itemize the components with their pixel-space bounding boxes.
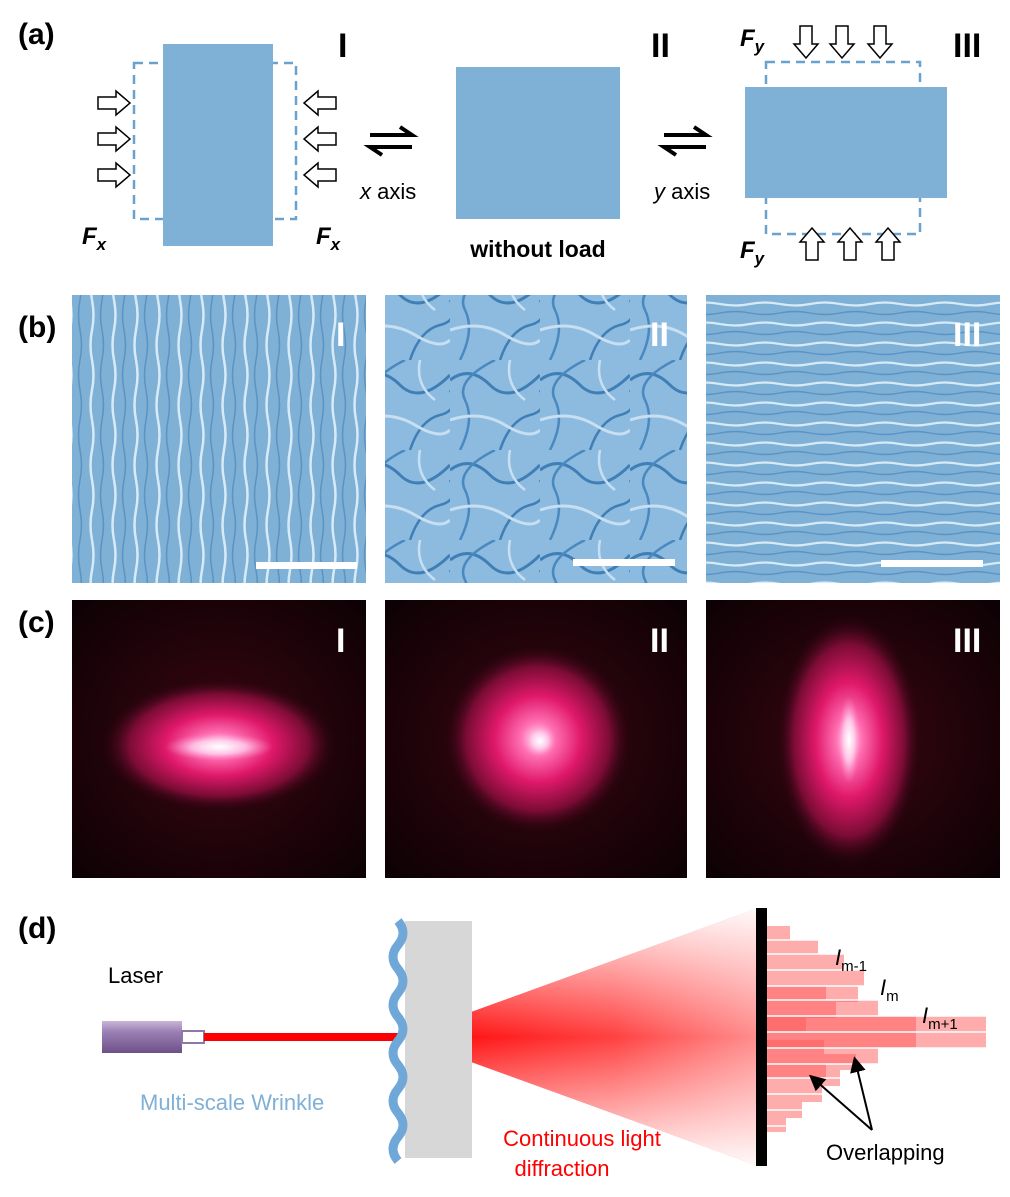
detector-screen bbox=[756, 908, 767, 1166]
equilibrium-arrows-icon bbox=[657, 125, 713, 157]
panel-label-d: (d) bbox=[18, 912, 56, 945]
arrow-left-icon bbox=[302, 89, 337, 117]
laser-device bbox=[102, 1021, 205, 1053]
arrow-left-icon bbox=[302, 125, 337, 153]
y-axis-label: y axis bbox=[652, 179, 710, 204]
roman-I-b: I bbox=[336, 316, 345, 354]
sem-image-III: III bbox=[706, 295, 1000, 583]
panel-b: (b) I II III bbox=[18, 295, 1000, 583]
substrate bbox=[405, 921, 472, 1158]
panel-d: (d) Laser Multi-scale Wrinkle Continuous… bbox=[18, 908, 990, 1181]
overlapping-label: Overlapping bbox=[826, 1140, 945, 1165]
arrow-up-icon bbox=[874, 226, 902, 261]
roman-III-b: III bbox=[953, 316, 981, 354]
force-label-y-top: Fy bbox=[740, 25, 766, 56]
arrow-left-icon bbox=[302, 161, 337, 189]
force-label-x-right: Fx bbox=[316, 223, 342, 254]
stretched-sample-I bbox=[163, 44, 273, 246]
stretched-sample-III bbox=[745, 87, 947, 198]
roman-II-c: II bbox=[650, 622, 669, 660]
arrow-up-icon bbox=[836, 226, 864, 261]
scale-bar bbox=[573, 559, 675, 566]
scale-bar bbox=[881, 560, 983, 567]
panel-c: (c) I II III bbox=[18, 600, 1000, 878]
wrinkle-label: Multi-scale Wrinkle bbox=[140, 1090, 324, 1115]
scale-bar bbox=[256, 562, 357, 569]
arrow-up-icon bbox=[798, 226, 826, 261]
arrow-right-icon bbox=[97, 161, 132, 189]
arrow-down-icon bbox=[866, 25, 894, 60]
force-arrows-bottom bbox=[798, 226, 902, 261]
histogram-gridlines bbox=[766, 939, 990, 1127]
roman-I-a: I bbox=[338, 27, 347, 65]
roman-I-c: I bbox=[336, 622, 345, 660]
diffraction-label-line2: diffraction bbox=[515, 1156, 610, 1181]
arrow-right-icon bbox=[97, 89, 132, 117]
panel-label-c: (c) bbox=[18, 606, 55, 639]
arrow-down-icon bbox=[792, 25, 820, 60]
diffraction-pattern-II: II bbox=[385, 600, 687, 878]
laser-label: Laser bbox=[108, 963, 163, 988]
arrow-right-icon bbox=[97, 125, 132, 153]
intensity-label-m: Im bbox=[880, 975, 899, 1005]
wrinkle-surface bbox=[388, 918, 408, 1164]
roman-III-c: III bbox=[953, 622, 981, 660]
force-arrows-top bbox=[792, 25, 894, 60]
roman-II-a: II bbox=[651, 27, 670, 65]
laser-beam bbox=[204, 1033, 400, 1041]
overlapping-pointers bbox=[808, 1056, 873, 1131]
force-arrows-left bbox=[97, 89, 132, 189]
arrow-down-icon bbox=[828, 25, 856, 60]
panel-label-a: (a) bbox=[18, 18, 55, 51]
intensity-label-m-minus-1: Im-1 bbox=[835, 945, 867, 975]
sem-image-I: I bbox=[72, 295, 366, 583]
intensity-label-m-plus-1: Im+1 bbox=[922, 1003, 958, 1033]
diffraction-label-line1: Continuous light bbox=[503, 1126, 661, 1151]
without-load-label: without load bbox=[469, 236, 605, 262]
force-arrows-right bbox=[302, 89, 337, 189]
roman-III-a: III bbox=[953, 27, 981, 65]
roman-II-b: II bbox=[650, 316, 669, 354]
diffraction-cone bbox=[402, 908, 758, 1166]
sem-image-II: II bbox=[385, 295, 687, 583]
unloaded-sample-II bbox=[456, 67, 620, 219]
equilibrium-arrows-icon bbox=[363, 125, 419, 157]
x-axis-label: x axis bbox=[359, 179, 416, 204]
force-label-x-left: Fx bbox=[82, 223, 108, 254]
diffraction-pattern-III: III bbox=[706, 600, 1000, 878]
force-label-y-bottom: Fy bbox=[740, 237, 766, 268]
diffraction-pattern-I: I bbox=[72, 600, 366, 878]
panel-a: (a) I Fx Fx x axis II without load bbox=[18, 18, 981, 268]
panel-label-b: (b) bbox=[18, 311, 56, 344]
